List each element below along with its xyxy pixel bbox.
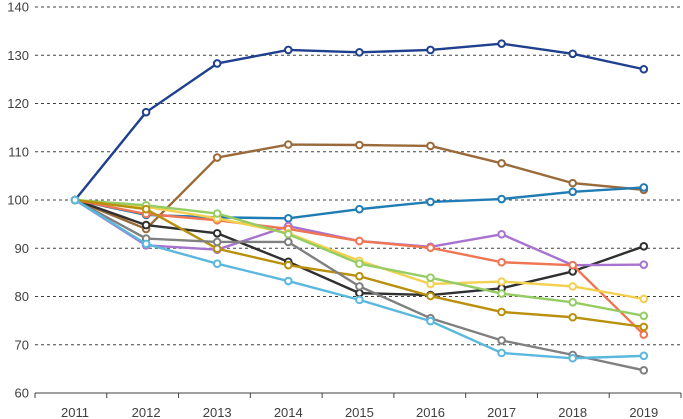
y-tick-label-100: 100 bbox=[7, 193, 29, 208]
data-point bbox=[141, 239, 151, 249]
x-tick-label-2015: 2015 bbox=[345, 405, 374, 419]
data-point bbox=[212, 153, 222, 162]
data-point bbox=[639, 351, 649, 361]
x-tick-label-2011: 2011 bbox=[61, 405, 89, 419]
data-point bbox=[284, 237, 293, 247]
data-point bbox=[355, 295, 364, 305]
y-tick-label-90: 90 bbox=[15, 241, 29, 256]
data-point bbox=[141, 220, 151, 230]
data-point bbox=[497, 289, 506, 298]
data-point bbox=[355, 204, 364, 214]
data-point bbox=[497, 39, 506, 48]
data-point bbox=[212, 259, 222, 268]
y-tick-label-60: 60 bbox=[15, 386, 29, 401]
data-point bbox=[426, 291, 435, 301]
data-point bbox=[639, 330, 649, 339]
x-tick-label-2019: 2019 bbox=[629, 405, 658, 419]
data-point bbox=[212, 237, 222, 247]
series-11 bbox=[70, 195, 649, 363]
x-tick-label-2016: 2016 bbox=[416, 405, 445, 419]
data-point bbox=[568, 178, 578, 188]
data-point bbox=[284, 214, 293, 223]
data-point bbox=[639, 64, 649, 74]
data-point bbox=[639, 260, 649, 269]
data-point bbox=[497, 159, 506, 168]
data-point bbox=[568, 49, 578, 59]
series-line-1 bbox=[73, 42, 645, 202]
y-tick-label-130: 130 bbox=[7, 48, 29, 63]
data-point bbox=[284, 276, 293, 286]
y-tick-label-70: 70 bbox=[15, 337, 29, 352]
data-point bbox=[639, 366, 649, 375]
data-point bbox=[284, 140, 293, 149]
tick-labels: 60 70 80 90 100 110 120 130 140 2011 2012 2013 2014 2… bbox=[7, 0, 658, 419]
x-tick-label-2017: 2017 bbox=[487, 405, 516, 419]
data-point bbox=[212, 59, 222, 68]
axes bbox=[34, 392, 682, 398]
data-point bbox=[70, 195, 80, 205]
data-point bbox=[355, 282, 364, 291]
data-point bbox=[141, 107, 151, 117]
data-point bbox=[426, 316, 435, 326]
data-point bbox=[212, 228, 222, 238]
series-group bbox=[70, 39, 649, 375]
x-tick-label-2018: 2018 bbox=[558, 405, 587, 419]
y-tick-label-120: 120 bbox=[7, 96, 29, 111]
data-point bbox=[568, 187, 578, 197]
data-point bbox=[284, 260, 293, 270]
x-tick-label-2014: 2014 bbox=[274, 405, 303, 419]
data-point bbox=[355, 259, 364, 268]
series-2 bbox=[70, 140, 649, 234]
data-point bbox=[355, 271, 364, 281]
data-point bbox=[568, 282, 578, 291]
data-point bbox=[212, 244, 222, 254]
data-point bbox=[426, 197, 435, 207]
data-point bbox=[497, 277, 506, 286]
data-point bbox=[355, 140, 364, 150]
y-tick-label-110: 110 bbox=[8, 144, 29, 159]
x-tick-label-2013: 2013 bbox=[203, 405, 232, 419]
y-tick-label-80: 80 bbox=[15, 289, 29, 304]
data-point bbox=[568, 312, 578, 322]
data-point bbox=[568, 353, 578, 363]
data-point bbox=[497, 336, 506, 345]
data-point bbox=[497, 348, 506, 358]
data-point bbox=[639, 294, 649, 304]
data-point bbox=[639, 322, 649, 332]
x-tick-label-2012: 2012 bbox=[132, 405, 161, 419]
data-point bbox=[141, 204, 151, 214]
data-point bbox=[212, 209, 222, 218]
data-point bbox=[568, 260, 578, 270]
data-point bbox=[355, 288, 364, 298]
data-point bbox=[355, 48, 364, 57]
series-8 bbox=[70, 195, 649, 321]
data-point bbox=[284, 229, 293, 239]
data-point bbox=[568, 297, 578, 307]
data-point bbox=[497, 307, 506, 317]
data-point bbox=[426, 45, 435, 55]
data-point bbox=[426, 141, 435, 151]
data-point bbox=[497, 257, 506, 267]
data-point bbox=[284, 45, 293, 55]
y-tick-label-140: 140 bbox=[7, 0, 29, 15]
data-point bbox=[639, 183, 649, 192]
data-point bbox=[639, 311, 649, 321]
data-point bbox=[426, 243, 435, 253]
data-point bbox=[497, 194, 506, 204]
data-point bbox=[639, 242, 649, 251]
data-point bbox=[497, 229, 506, 239]
data-point bbox=[426, 273, 435, 282]
data-point bbox=[355, 236, 364, 246]
